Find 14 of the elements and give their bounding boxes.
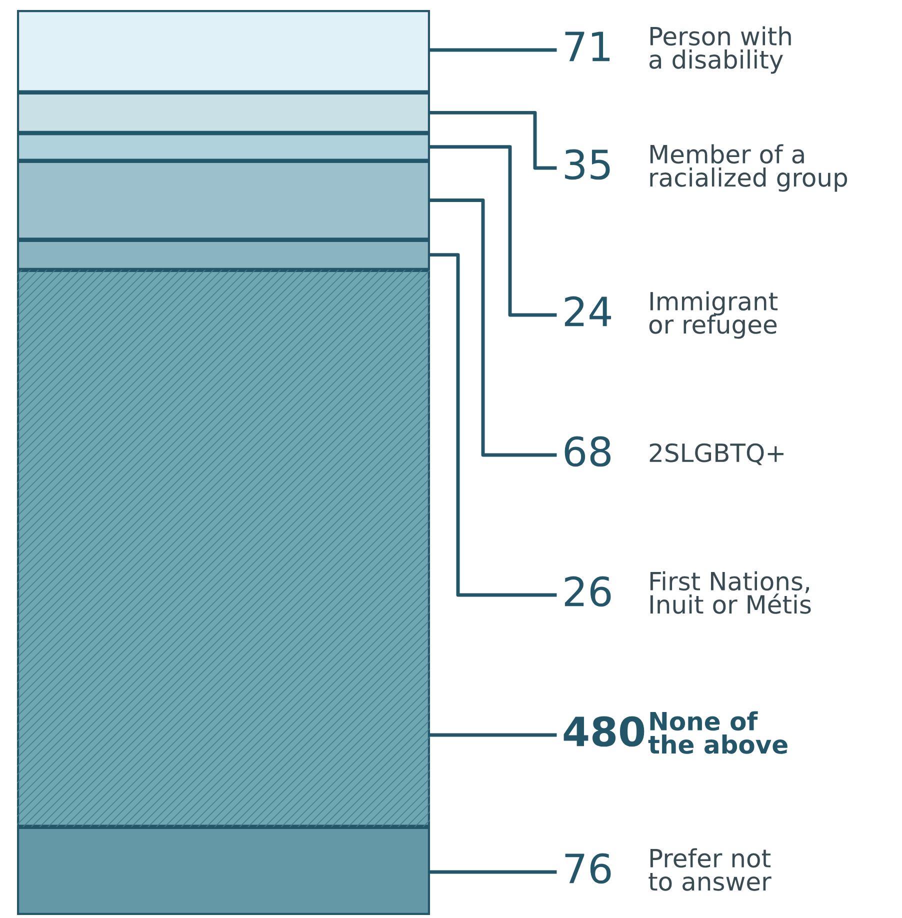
text: Immigrant or refugee <box>649 291 778 339</box>
data-label: 35 <box>565 149 610 180</box>
text: 2SLGBTQ+ <box>650 443 784 466</box>
text: Prefer not to answer <box>648 848 772 891</box>
data-label: 480 <box>564 716 644 747</box>
data-label: 71 <box>565 32 610 62</box>
data-label: 76 <box>565 853 611 884</box>
data-label: 68 <box>564 436 610 467</box>
text: None of the above <box>648 711 788 754</box>
data-label: 26 <box>564 576 611 607</box>
data-label: 24 <box>564 296 611 326</box>
text: Member of a racialized group <box>650 144 848 192</box>
text: First Nations, Inuit or Métis <box>650 571 811 614</box>
text: Person with a disability <box>650 26 791 74</box>
